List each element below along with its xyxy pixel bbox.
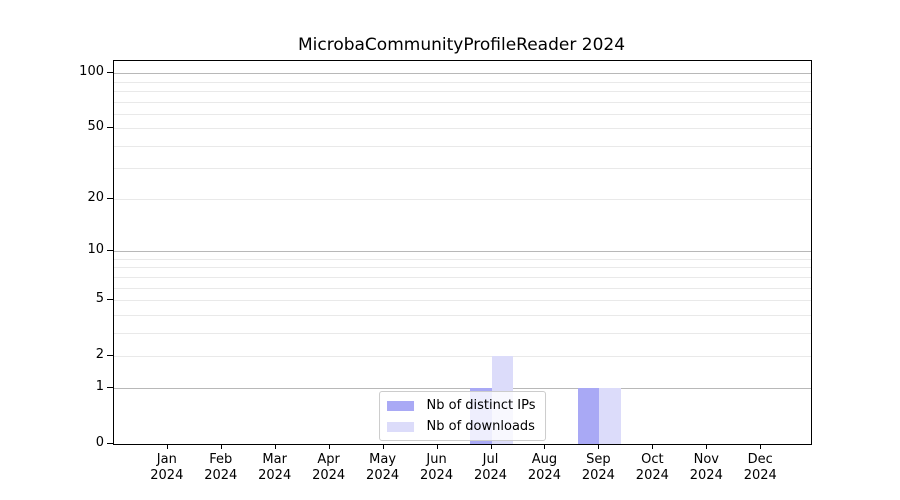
- y-tick-label: 100: [79, 64, 104, 80]
- plot-area: Nb of distinct IPs Nb of downloads: [113, 60, 812, 445]
- legend-swatch-downloads-icon: [386, 421, 414, 432]
- gridline-minor-y2: [114, 355, 811, 357]
- x-tick-label-line: 2024: [150, 468, 184, 483]
- gridline-minor-y3: [114, 332, 811, 334]
- x-tick-label: Apr 2024: [297, 452, 361, 484]
- gridline-minor-y70: [114, 101, 811, 103]
- x-tick-mark: [706, 444, 708, 449]
- gridline-minor-y60: [114, 113, 811, 115]
- x-tick-label: Feb 2024: [189, 452, 253, 484]
- y-tick-mark: [107, 250, 113, 252]
- x-tick-label-line: Sep: [586, 452, 611, 467]
- x-tick-label-line: Dec: [747, 452, 773, 467]
- x-tick-label-line: 2024: [689, 468, 723, 483]
- y-tick-label: 5: [95, 291, 104, 307]
- x-tick-mark: [220, 444, 222, 449]
- x-tick-label-line: Jan: [156, 452, 177, 467]
- x-tick-mark: [328, 444, 330, 449]
- gridline-minor-y5: [114, 300, 811, 302]
- x-tick-label-line: Oct: [641, 452, 664, 467]
- bar-downloads-sep-2024: [599, 388, 621, 444]
- gridline-minor-y90: [114, 81, 811, 83]
- x-tick-mark: [166, 444, 168, 449]
- x-tick-label: Oct 2024: [620, 452, 684, 484]
- gridline-minor-y80: [114, 90, 811, 92]
- gridline-minor-y4: [114, 314, 811, 316]
- x-tick-label: Jul 2024: [459, 452, 523, 484]
- x-tick-mark: [760, 444, 762, 449]
- x-tick-label-line: 2024: [204, 468, 238, 483]
- gridlines-layer: [114, 61, 811, 444]
- y-tick-label: 1: [95, 379, 104, 395]
- y-tick-label: 2: [95, 346, 104, 362]
- x-tick-label: Jan 2024: [135, 452, 199, 484]
- x-tick-label: Dec 2024: [728, 452, 792, 484]
- y-tick-label: 50: [87, 119, 104, 135]
- x-tick-label: Jun 2024: [405, 452, 469, 484]
- y-tick-mark: [107, 387, 113, 389]
- gridline-minor-y8: [114, 267, 811, 269]
- x-tick-mark: [544, 444, 546, 449]
- y-tick-mark: [107, 354, 113, 356]
- legend: Nb of distinct IPs Nb of downloads: [378, 391, 547, 441]
- gridline-minor-y9: [114, 259, 811, 260]
- x-tick-label-line: 2024: [258, 468, 292, 483]
- x-tick-label-line: 2024: [581, 468, 615, 483]
- y-tick-mark: [107, 198, 113, 200]
- gridline-minor-y7: [114, 276, 811, 278]
- x-tick-label-line: Jun: [426, 452, 447, 467]
- x-tick-mark: [490, 444, 492, 449]
- legend-label-downloads: Nb of downloads: [426, 419, 535, 434]
- y-tick-mark: [107, 127, 113, 129]
- x-tick-label-line: Aug: [531, 452, 558, 467]
- legend-item-distinct-ips: Nb of distinct IPs: [386, 398, 536, 413]
- bar-distinct-ips-sep-2024: [577, 388, 600, 444]
- x-tick-label-line: Jul: [482, 452, 499, 467]
- x-tick-label: May 2024: [351, 452, 415, 484]
- x-tick-label-line: 2024: [473, 468, 508, 483]
- y-tick-label: 10: [87, 242, 104, 258]
- x-tick-label-line: 2024: [743, 468, 777, 483]
- x-tick-label: Nov 2024: [674, 452, 738, 484]
- bars-layer: [114, 61, 811, 444]
- legend-item-downloads: Nb of downloads: [386, 419, 536, 434]
- x-tick-label-line: Mar: [262, 452, 287, 467]
- x-tick-mark: [436, 444, 438, 449]
- gridline-major-y100: [114, 73, 811, 75]
- x-tick-mark: [382, 444, 384, 449]
- x-tick-mark: [652, 444, 654, 449]
- gridline-minor-y50: [114, 128, 811, 130]
- x-tick-label-line: May: [369, 452, 397, 467]
- legend-swatch-distinct-ips-icon: [386, 400, 414, 411]
- y-tick-label: 20: [87, 190, 104, 206]
- x-tick-label-line: 2024: [635, 468, 669, 483]
- x-tick-label-line: 2024: [420, 468, 454, 483]
- y-tick-mark: [107, 299, 113, 301]
- legend-label-distinct-ips: Nb of distinct IPs: [426, 398, 536, 413]
- x-tick-label-line: Apr: [317, 452, 340, 467]
- y-tick-mark: [107, 443, 113, 444]
- x-tick-label-line: 2024: [527, 468, 561, 483]
- x-tick-label-line: 2024: [312, 468, 346, 483]
- x-tick-label: Sep 2024: [566, 452, 630, 484]
- gridline-minor-y20: [114, 199, 811, 201]
- gridline-minor-y6: [114, 287, 811, 289]
- x-tick-label: Mar 2024: [243, 452, 307, 484]
- x-tick-label-line: Nov: [693, 452, 719, 467]
- gridline-major-y10: [114, 251, 811, 253]
- y-tick-mark: [107, 72, 113, 74]
- gridline-minor-y40: [114, 145, 811, 147]
- x-tick-label-line: 2024: [366, 468, 400, 483]
- x-tick-label: Aug 2024: [512, 452, 576, 484]
- x-tick-mark: [274, 444, 276, 449]
- y-tick-label: 0: [95, 435, 104, 450]
- x-tick-mark: [598, 444, 600, 449]
- chart-title: MicrobaCommunityProfileReader 2024: [297, 35, 626, 55]
- gridline-minor-y30: [114, 168, 811, 170]
- x-tick-label-line: Feb: [209, 452, 233, 467]
- gridline-major-y1: [114, 388, 811, 390]
